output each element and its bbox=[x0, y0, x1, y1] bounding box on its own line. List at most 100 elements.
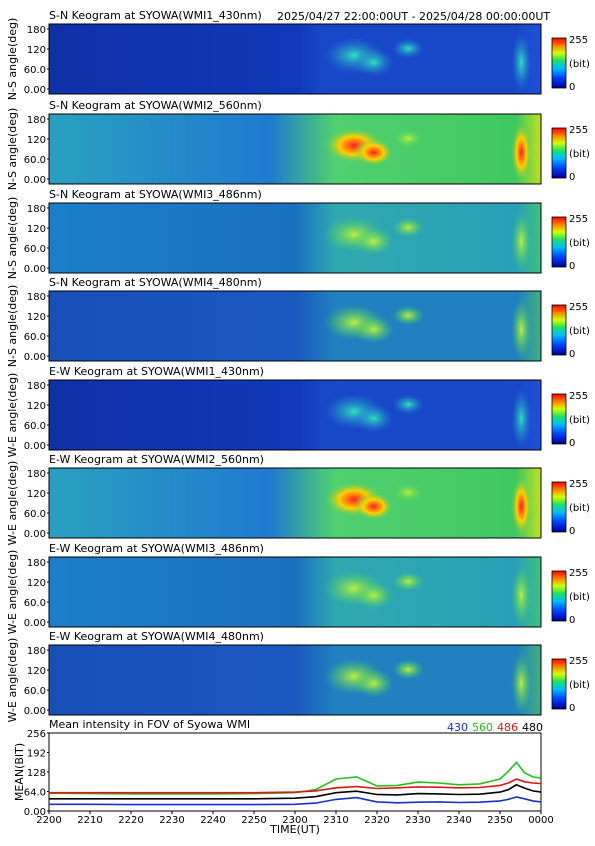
colorbar-max-label: 255 bbox=[569, 125, 588, 136]
y-tick-label: 120 bbox=[27, 666, 46, 677]
colorbar-max-label: 255 bbox=[569, 302, 588, 313]
y-tick-label: 0.00 bbox=[24, 441, 46, 452]
y-tick-label: 120 bbox=[27, 45, 46, 56]
colorbar-min-label: 0 bbox=[569, 261, 575, 272]
line-x-tick-label: 2330 bbox=[405, 815, 430, 826]
aurora-feature bbox=[511, 388, 532, 449]
colorbar bbox=[551, 37, 567, 89]
time-range-header: 2025/04/27 22:00:00UT - 2025/04/28 00:00… bbox=[277, 10, 550, 23]
line-x-tick-label: 2300 bbox=[282, 815, 307, 826]
aurora-feature bbox=[353, 315, 394, 344]
panel-frame bbox=[48, 556, 542, 628]
panel-ylabel: N-S angle(deg) bbox=[6, 108, 19, 191]
y-tick-label: 120 bbox=[27, 489, 46, 500]
aurora-feature bbox=[511, 32, 532, 93]
panel-ylabel: W-E angle(deg) bbox=[6, 373, 19, 458]
y-tick-label: 60.0 bbox=[24, 686, 46, 697]
panel-ylabel: N-S angle(deg) bbox=[6, 285, 19, 368]
colorbar-unit-label: (bit) bbox=[569, 503, 590, 514]
keogram-image bbox=[49, 24, 541, 94]
colorbar-max-label: 255 bbox=[569, 214, 588, 225]
panel-title: S-N Keogram at SYOWA(WMI4_480nm) bbox=[49, 276, 262, 289]
legend-486: 486 bbox=[497, 721, 518, 734]
line-x-tick-label: 2240 bbox=[200, 815, 225, 826]
colorbar bbox=[551, 216, 567, 268]
y-tick-label: 0.00 bbox=[24, 618, 46, 629]
colorbar bbox=[551, 658, 567, 710]
colorbar-unit-label: (bit) bbox=[569, 59, 590, 70]
y-tick-label: 180 bbox=[27, 25, 46, 36]
line-x-tick-label: 2320 bbox=[364, 815, 389, 826]
panel-title: S-N Keogram at SYOWA(WMI3_486nm) bbox=[49, 188, 262, 201]
colorbar bbox=[551, 481, 567, 533]
colorbar-min-label: 0 bbox=[569, 526, 575, 537]
aurora-feature bbox=[511, 565, 532, 626]
legend-560: 560 bbox=[472, 721, 493, 734]
y-tick-label: 180 bbox=[27, 646, 46, 657]
keogram-image bbox=[49, 380, 541, 450]
keogram-panel-4: S-N Keogram at SYOWA(WMI4_480nm)180 120 60… bbox=[6, 276, 590, 367]
y-tick-label: 60.0 bbox=[24, 155, 46, 166]
keogram-panel-2: S-N Keogram at SYOWA(WMI2_560nm)180 120 60… bbox=[6, 99, 590, 190]
y-tick-label: 60.0 bbox=[24, 332, 46, 343]
aurora-feature bbox=[392, 217, 425, 238]
colorbar-min-label: 0 bbox=[569, 172, 575, 183]
keogram-panel-5: E-W Keogram at SYOWA(WMI1_430nm)180 120 60… bbox=[6, 365, 590, 457]
panel-frame bbox=[48, 202, 542, 274]
line-chart-ylabel: MEAN(BIT) bbox=[13, 743, 26, 801]
y-tick-label: 180 bbox=[27, 292, 46, 303]
keogram-image bbox=[49, 291, 541, 361]
line-x-tick-label: 2220 bbox=[118, 815, 143, 826]
colorbar bbox=[551, 304, 567, 356]
colorbar-min-label: 0 bbox=[569, 82, 575, 93]
legend-480: 480 bbox=[522, 721, 543, 734]
colorbar-min-label: 0 bbox=[569, 438, 575, 449]
panel-ylabel: W-E angle(deg) bbox=[6, 638, 19, 723]
y-tick-label: 180 bbox=[27, 115, 46, 126]
line-chart-title: Mean intensity in FOV of Syowa WMI bbox=[49, 718, 250, 731]
aurora-feature bbox=[392, 659, 425, 680]
aurora-feature bbox=[392, 305, 425, 326]
colorbar bbox=[551, 393, 567, 445]
colorbar bbox=[551, 570, 567, 622]
aurora-feature bbox=[392, 482, 425, 503]
y-tick-label: 60.0 bbox=[24, 421, 46, 432]
colorbar-unit-label: (bit) bbox=[569, 592, 590, 603]
y-tick-label: 120 bbox=[27, 224, 46, 235]
y-tick-label: 180 bbox=[27, 469, 46, 480]
line-x-tick-label: 2340 bbox=[446, 815, 471, 826]
line-y-tick-label: 192 bbox=[27, 749, 46, 760]
legend-430: 430 bbox=[447, 721, 468, 734]
y-tick-label: 180 bbox=[27, 558, 46, 569]
aurora-feature bbox=[353, 404, 394, 433]
keogram-panel-7: E-W Keogram at SYOWA(WMI3_486nm)180 120 60… bbox=[6, 542, 590, 634]
line-x-tick-label: 2200 bbox=[36, 815, 61, 826]
y-tick-label: 0.00 bbox=[24, 264, 46, 275]
panel-title: E-W Keogram at SYOWA(WMI4_480nm) bbox=[49, 630, 264, 643]
y-tick-label: 60.0 bbox=[24, 65, 46, 76]
line-x-tick-label: 2310 bbox=[323, 815, 348, 826]
colorbar-max-label: 255 bbox=[569, 656, 588, 667]
series-line-480 bbox=[49, 783, 542, 800]
aurora-feature bbox=[511, 299, 532, 360]
panel-title: E-W Keogram at SYOWA(WMI2_560nm) bbox=[49, 453, 264, 466]
colorbar-unit-label: (bit) bbox=[569, 326, 590, 337]
y-tick-label: 0.00 bbox=[24, 706, 46, 717]
aurora-feature bbox=[392, 394, 425, 415]
colorbar bbox=[551, 127, 567, 179]
y-tick-label: 180 bbox=[27, 381, 46, 392]
series-line-560 bbox=[48, 761, 542, 795]
aurora-feature bbox=[353, 48, 394, 77]
panel-ylabel: N-S angle(deg) bbox=[6, 197, 19, 280]
line-y-tick-label: 64.0 bbox=[24, 788, 46, 799]
y-tick-label: 0.00 bbox=[24, 529, 46, 540]
keogram-image bbox=[49, 557, 541, 627]
keogram-image bbox=[49, 114, 541, 184]
panel-title: E-W Keogram at SYOWA(WMI1_430nm) bbox=[49, 365, 264, 378]
panel-title: S-N Keogram at SYOWA(WMI2_560nm) bbox=[49, 99, 262, 112]
y-tick-label: 0.00 bbox=[24, 85, 46, 96]
line-x-tick-label: 2250 bbox=[241, 815, 266, 826]
keogram-panel-8: E-W Keogram at SYOWA(WMI4_480nm)180 120 60… bbox=[6, 630, 590, 722]
line-x-tick-label: 2230 bbox=[159, 815, 184, 826]
